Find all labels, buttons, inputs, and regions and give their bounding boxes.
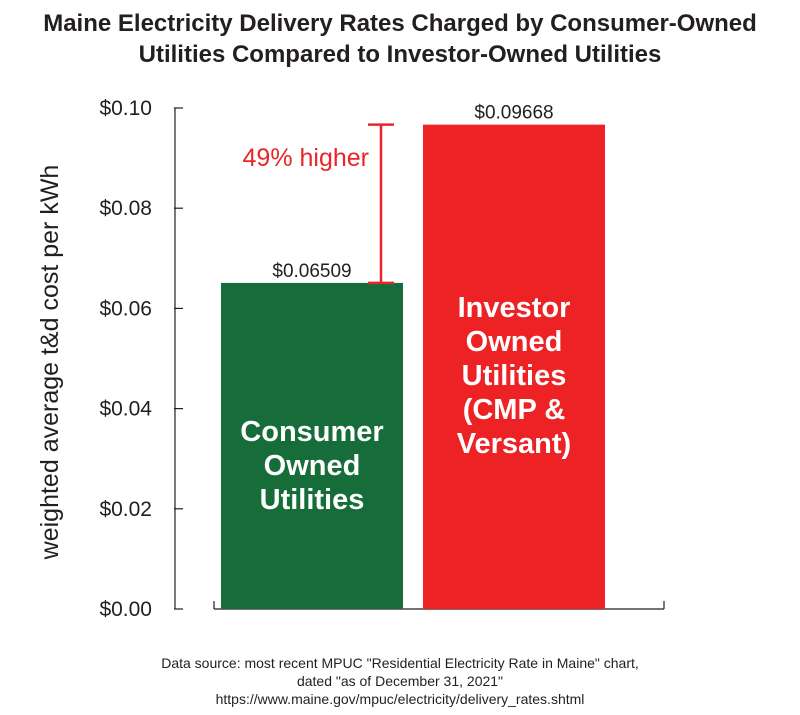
- source-line-1: Data source: most recent MPUC "Residenti…: [161, 655, 639, 671]
- bar-category-label: Consumer: [240, 416, 383, 448]
- bar-value-label: $0.06509: [272, 261, 351, 282]
- y-tick-label: $0.00: [99, 598, 152, 621]
- bar-category-label: (CMP &: [463, 394, 566, 426]
- axes: $0.00 $0.02 $0.04 $0.06 $0.08 $0.10: [99, 97, 665, 621]
- bar-category-label: Investor: [458, 292, 571, 324]
- y-tick-label: $0.10: [99, 97, 152, 120]
- y-axis-label: weighted average t&d cost per kWh: [36, 165, 64, 561]
- bar-category-label: Utilities: [462, 360, 567, 392]
- difference-annotation-text: 49% higher: [243, 144, 369, 172]
- bar: [423, 124, 605, 609]
- y-tick-label: $0.08: [99, 197, 152, 220]
- chart-title-line-1: Maine Electricity Delivery Rates Charged…: [43, 10, 757, 37]
- y-tick-label: $0.02: [99, 498, 152, 521]
- bar-category-label: Owned: [264, 450, 361, 482]
- source-line-2: dated "as of December 31, 2021": [297, 673, 503, 689]
- bar-value-label: $0.09668: [474, 103, 553, 124]
- bar-category-label: Owned: [466, 326, 563, 358]
- y-tick-label: $0.04: [99, 398, 152, 421]
- source-line-3: https://www.maine.gov/mpuc/electricity/d…: [216, 691, 585, 707]
- annotation: 49% higher: [243, 123, 394, 285]
- bar-category-label: Utilities: [260, 484, 365, 516]
- chart-title-line-2: Utilities Compared to Investor-Owned Uti…: [139, 41, 662, 68]
- bar: [221, 282, 403, 609]
- bars: $0.06509ConsumerOwnedUtilities$0.09668In…: [221, 103, 605, 609]
- y-tick-label: $0.06: [99, 297, 152, 320]
- bar-category-label: Versant): [457, 428, 571, 460]
